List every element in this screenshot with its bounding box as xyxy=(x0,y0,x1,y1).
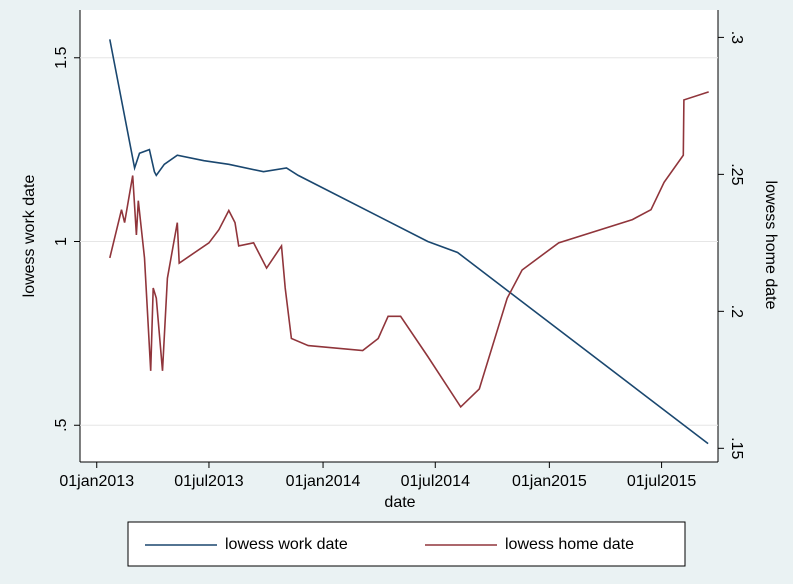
y2-tick-label: .25 xyxy=(728,163,745,185)
line xyxy=(109,39,709,445)
y-axis-title: lowess work date xyxy=(21,175,38,298)
legend-label: lowess work date xyxy=(225,536,348,553)
y-tick-label: 1.5 xyxy=(53,47,70,69)
line xyxy=(109,91,709,409)
x-tick-label: 01jan2014 xyxy=(286,473,361,490)
y2-tick-label: .3 xyxy=(728,31,745,44)
x-tick-label: 01jan2015 xyxy=(512,473,587,490)
x-tick-label: 01jul2014 xyxy=(401,473,471,490)
y2-tick-label: .2 xyxy=(728,305,745,318)
legend xyxy=(127,521,686,567)
x-axis-title: date xyxy=(384,494,415,511)
y-tick-label: .5 xyxy=(53,418,70,431)
x-tick-label: 01jul2015 xyxy=(627,473,697,490)
plot-region xyxy=(80,10,718,462)
legend-label: lowess home date xyxy=(505,536,634,553)
y2-tick-label: .15 xyxy=(728,437,745,459)
y2-axis-title: lowess home date xyxy=(762,181,779,310)
x-tick-label: 01jul2013 xyxy=(174,473,244,490)
x-tick-label: 01jan2013 xyxy=(59,473,134,490)
y-tick-label: 1 xyxy=(53,237,70,246)
